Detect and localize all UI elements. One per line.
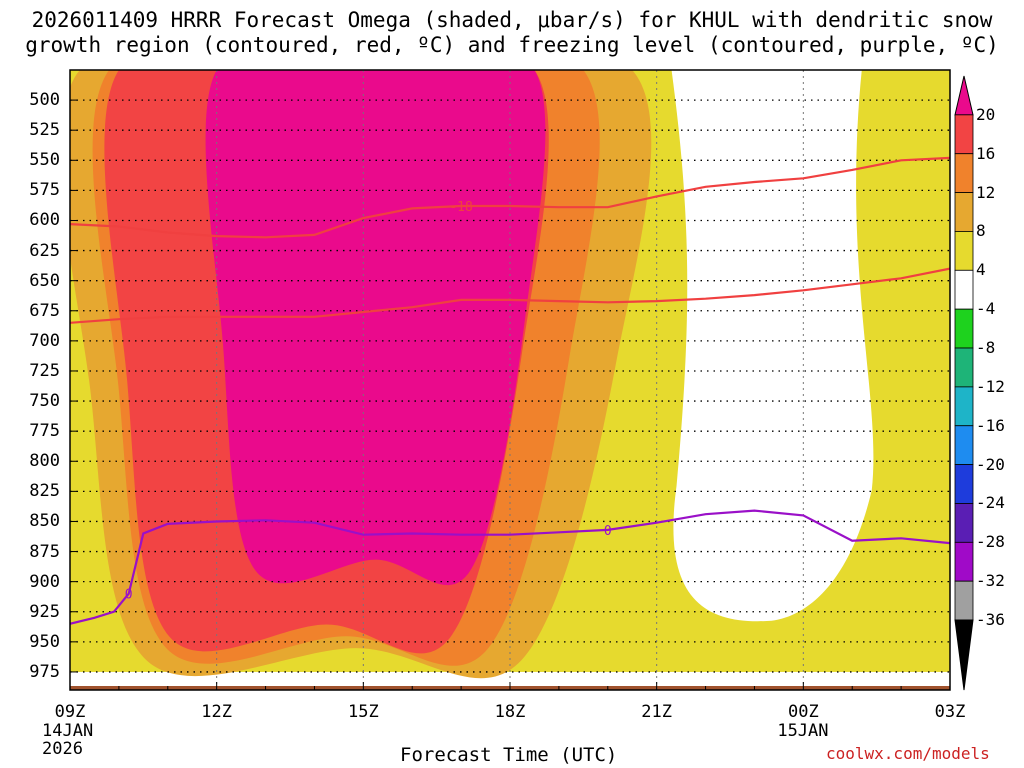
- colorbar-bottom-arrow: [954, 619, 974, 691]
- colorbar-segment: [954, 308, 974, 349]
- chart-title-line2: growth region (contoured, red, ºC) and f…: [25, 33, 999, 57]
- contour--12: [70, 267, 950, 324]
- colorbar-top-arrow: [954, 75, 974, 116]
- y-tick-label: 525: [29, 120, 60, 141]
- x-date-label: 14JAN: [42, 721, 94, 741]
- plot-frame: [69, 69, 951, 691]
- colorbar-label: -36: [976, 610, 1005, 630]
- colorbar-label: 20: [976, 104, 996, 124]
- x-tick-label: 00Z: [787, 702, 819, 722]
- colorbar-label: -20: [976, 454, 1005, 474]
- contour-label: 0: [604, 524, 612, 539]
- colorbar-label: 12: [976, 182, 996, 202]
- colorbar-label: -32: [976, 571, 1005, 591]
- colorbar-segment: [954, 541, 974, 582]
- colorbar-label: 4: [976, 260, 986, 280]
- y-tick-label: 850: [29, 511, 60, 532]
- colorbar-segment: [954, 153, 974, 193]
- contour-label: -18: [449, 200, 472, 215]
- contour--18: [70, 156, 950, 239]
- colorbar-segment: [954, 347, 974, 388]
- x-tick-label: 09Z: [54, 702, 86, 722]
- x-tick-label: 18Z: [494, 702, 526, 722]
- omega-region: [671, 70, 874, 622]
- x-date-label: 2026: [42, 739, 83, 759]
- colorbar-segment: [954, 231, 974, 271]
- colorbar-label: -24: [976, 493, 1005, 513]
- colorbar-segment: [954, 425, 974, 466]
- colorbar-label: -8: [976, 338, 996, 358]
- contour-0: [70, 509, 950, 625]
- chart-title-line1: 2026011409 HRRR Forecast Omega (shaded, …: [31, 8, 993, 32]
- y-tick-label: 500: [29, 90, 60, 111]
- colorbar-label: -28: [976, 532, 1005, 552]
- y-tick-label: 925: [29, 601, 60, 622]
- credit-link[interactable]: coolwx.com/models: [826, 744, 990, 763]
- colorbar-segment: [954, 464, 974, 504]
- colorbar-segment: [954, 580, 974, 621]
- colorbar-label: -4: [976, 299, 996, 319]
- colorbar-segment: [954, 269, 974, 310]
- y-tick-label: 650: [29, 270, 60, 291]
- x-tick-label: 03Z: [934, 702, 966, 722]
- colorbar-label: -12: [976, 376, 1005, 396]
- x-tick-label: 15Z: [347, 702, 379, 722]
- x-axis-title: Forecast Time (UTC): [400, 744, 618, 766]
- y-tick-label: 775: [29, 421, 60, 442]
- y-tick-label: 875: [29, 541, 60, 562]
- y-tick-label: 750: [29, 391, 60, 412]
- colorbar-segment: [954, 386, 974, 427]
- y-tick-label: 675: [29, 300, 60, 321]
- y-tick-label: 950: [29, 631, 60, 652]
- y-tick-label: 575: [29, 180, 60, 201]
- x-tick-label: 12Z: [201, 702, 233, 722]
- y-tick-label: 550: [29, 150, 60, 171]
- y-tick-label: 625: [29, 240, 60, 261]
- colorbar-label: 16: [976, 143, 996, 163]
- y-tick-label: 725: [29, 360, 60, 381]
- x-tick-label: 21Z: [641, 702, 673, 722]
- omega-region: [205, 70, 546, 585]
- colorbar-segment: [954, 192, 974, 232]
- y-tick-label: 975: [29, 661, 60, 682]
- colorbar-label: 8: [976, 221, 986, 241]
- colorbar-segment: [954, 503, 974, 543]
- y-tick-label: 800: [29, 451, 60, 472]
- colorbar-label: -16: [976, 415, 1005, 435]
- y-tick-label: 700: [29, 330, 60, 351]
- y-tick-label: 900: [29, 571, 60, 592]
- x-date-label: 15JAN: [777, 721, 829, 741]
- y-tick-label: 825: [29, 481, 60, 502]
- y-tick-label: 600: [29, 210, 60, 231]
- colorbar-segment: [954, 114, 974, 155]
- contour-label: 0: [125, 588, 133, 603]
